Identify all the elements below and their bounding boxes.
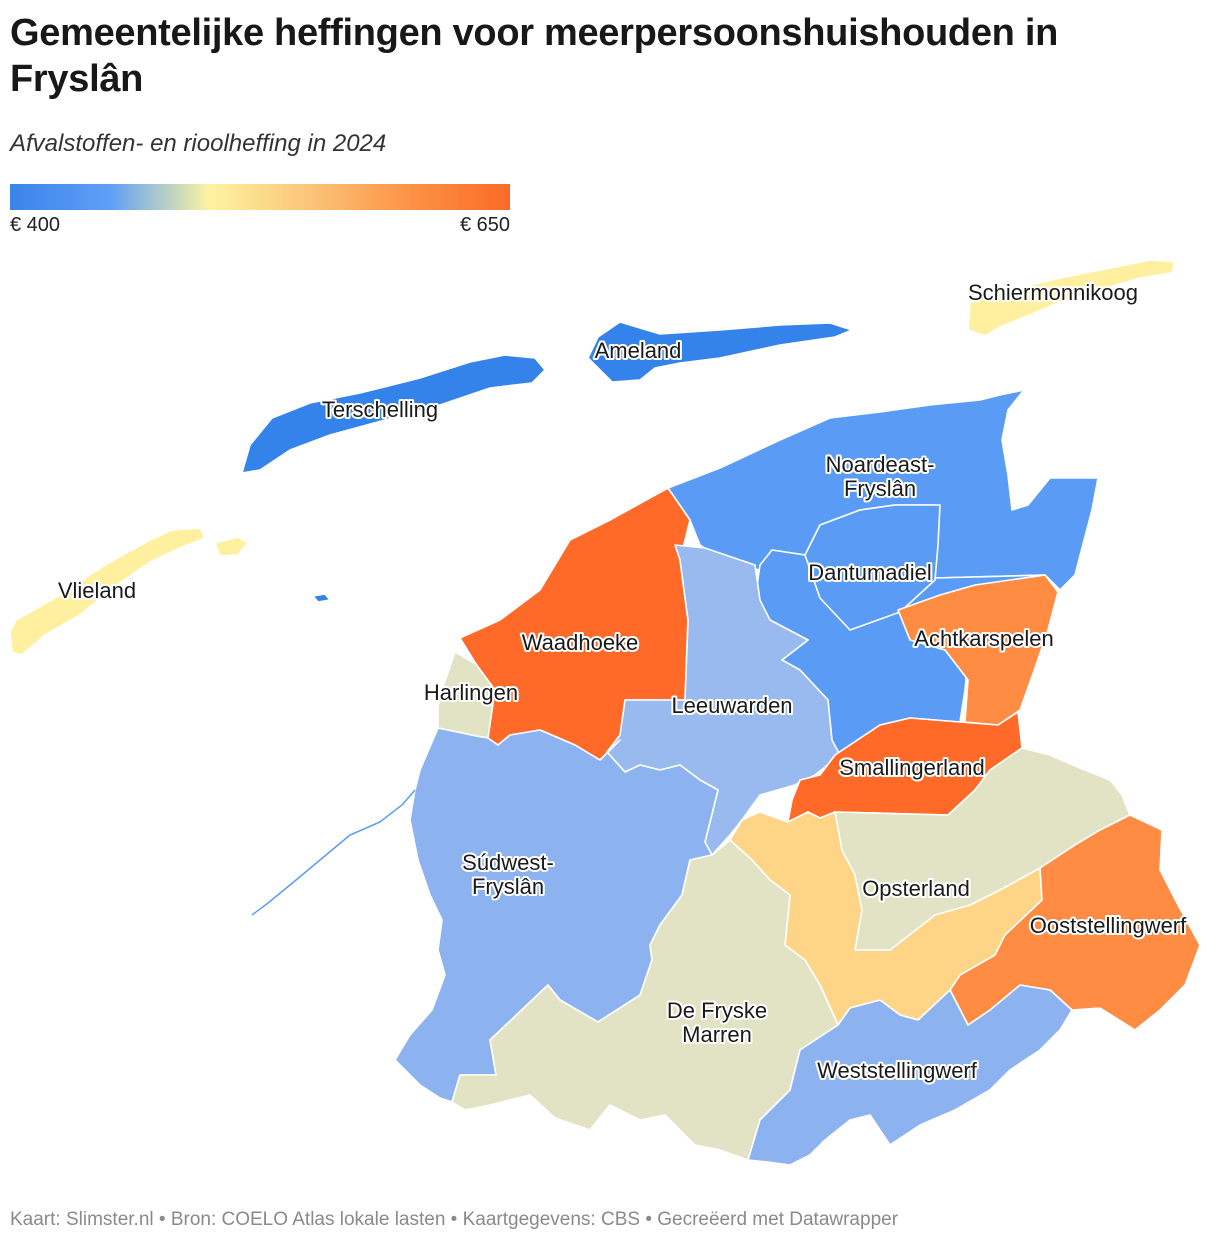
region-terschelling[interactable]	[241, 354, 546, 603]
label-schiermonnikoog: Schiermonnikoog	[968, 280, 1138, 305]
label-opsterland: Opsterland	[862, 876, 970, 901]
label-vlieland: Vlieland	[58, 578, 136, 603]
region-ooststellingwerf[interactable]	[949, 814, 1201, 1031]
label-harlingen: Harlingen	[424, 680, 518, 705]
region-achtkarspelen[interactable]	[897, 574, 1059, 726]
label-dantumadiel: Dantumadiel	[808, 560, 932, 585]
label-ameland: Ameland	[595, 338, 682, 363]
label-leeuwarden: Leeuwarden	[671, 693, 792, 718]
afsluitdijk-line	[251, 789, 416, 916]
label-smallingerland: Smallingerland	[839, 755, 985, 780]
map-labels: Vlieland Terschelling Ameland Schiermonniko…	[56, 278, 1189, 1085]
region-vlieland[interactable]	[9, 527, 249, 656]
label-ooststellingwerf: Ooststellingwerf	[1030, 913, 1187, 938]
region-weststellingwerf[interactable]	[747, 984, 1073, 1166]
label-s-dwest-frysl-n: Súdwest-Fryslân	[462, 850, 554, 899]
region-de-fryske-marren[interactable]	[451, 839, 839, 1161]
map-svg: Vlieland Terschelling Ameland Schiermonniko…	[9, 259, 1201, 1166]
credits-footer: Kaart: Slimster.nl • Bron: COELO Atlas l…	[10, 1209, 899, 1230]
region-ameland[interactable]	[587, 321, 853, 383]
legend-max-label: € 650	[459, 214, 510, 236]
legend-gradient-bar	[10, 184, 510, 210]
legend-min-label: € 400	[10, 214, 61, 236]
choropleth-map: Vlieland Terschelling Ameland Schiermonniko…	[0, 250, 1220, 1190]
chart-subtitle: Afvalstoffen- en rioolheffing in 2024	[10, 130, 387, 157]
region-leeuwarden[interactable]	[606, 544, 841, 856]
label-weststellingwerf: Weststellingwerf	[817, 1058, 978, 1083]
region-schiermonnikoog[interactable]	[967, 259, 1176, 337]
label-terschelling: Terschelling	[322, 397, 438, 422]
region-dantumadiel[interactable]	[804, 504, 941, 631]
color-legend: € 400 € 650	[10, 184, 510, 240]
label-waadhoeke: Waadhoeke	[522, 630, 639, 655]
chart-title: Gemeentelijke heffingen voor meerpersoon…	[10, 12, 1059, 100]
label-de-fryske-marren: De Fryske Marren	[667, 998, 767, 1047]
label-achtkarspelen: Achtkarspelen	[914, 626, 1053, 651]
label-noardeast-frysl-n: Noardeast-Fryslân	[826, 452, 935, 501]
